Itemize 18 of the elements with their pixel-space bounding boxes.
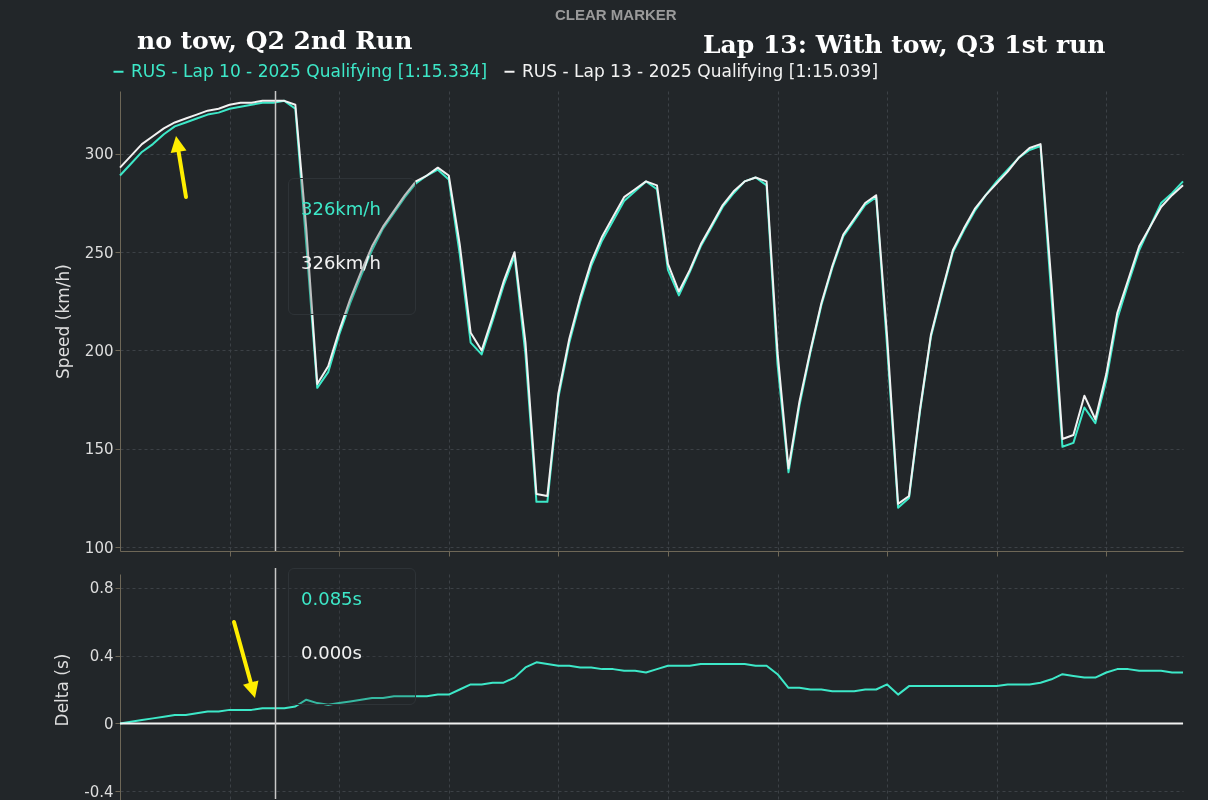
annotation: 0.000s xyxy=(301,642,362,663)
y-tick-label: 250 xyxy=(84,243,114,262)
legend-label: RUS - Lap 13 - 2025 Qualifying [1:15.039] xyxy=(522,60,879,81)
annotation: 0.085s xyxy=(301,588,362,609)
y-tick-label: 0.4 xyxy=(89,647,114,666)
y-tick-label: 0.8 xyxy=(89,579,114,598)
y-axis-title: Speed (km/h) xyxy=(52,264,73,379)
y-tick-label: 100 xyxy=(84,538,114,557)
text: no tow, Q2 2nd Run xyxy=(137,26,413,55)
y-tick-label: 300 xyxy=(84,145,114,164)
text: CLEAR MARKER xyxy=(555,6,677,23)
y-tick-label: 200 xyxy=(84,341,114,360)
text: Lap 13: With tow, Q3 1st run xyxy=(703,30,1106,59)
legend-label: RUS - Lap 10 - 2025 Qualifying [1:15.334] xyxy=(131,60,488,81)
y-axis-title: Delta (s) xyxy=(52,653,73,727)
y-tick-label: -0.4 xyxy=(84,782,114,800)
y-tick-label: 0 xyxy=(103,714,114,733)
y-tick-label: 150 xyxy=(84,440,114,459)
